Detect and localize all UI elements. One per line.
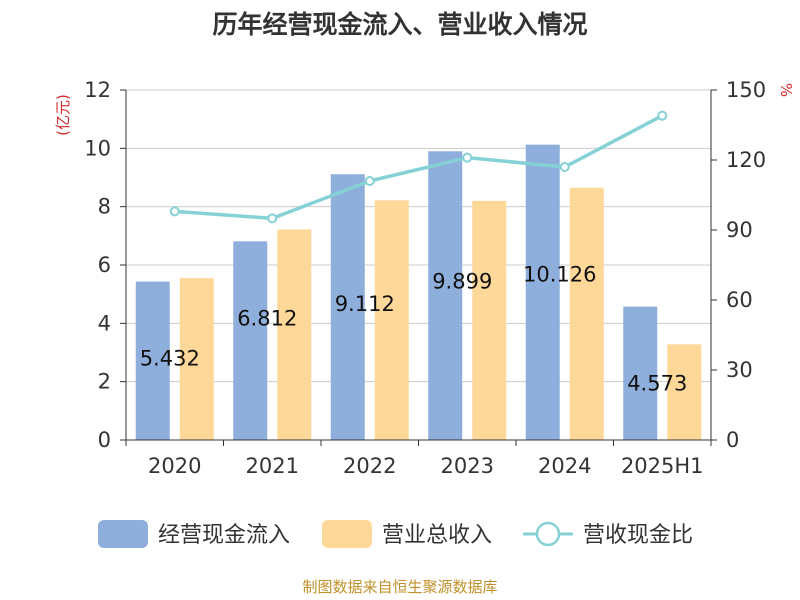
- bar-value-label-2020: 5.432: [140, 347, 200, 371]
- data-source: 制图数据来自恒生聚源数据库: [302, 578, 497, 596]
- bar-value-label-2021: 6.812: [237, 306, 297, 330]
- ratio-point-2022: [364, 176, 375, 186]
- right-tick-label: 60: [726, 288, 753, 312]
- x-tick-label-2021: 2021: [246, 454, 299, 478]
- legend-label-0: 经营现金流入: [158, 523, 290, 548]
- ratio-point-2025H1: [657, 110, 668, 121]
- bar-revenue-2020: [179, 278, 214, 440]
- left-axis-unit: (亿元): [54, 94, 72, 136]
- right-tick-label: 90: [726, 218, 753, 242]
- bar-value-label-2022: 9.112: [335, 292, 395, 316]
- ratio-line: [169, 110, 668, 224]
- x-tick-label-2024: 2024: [538, 454, 591, 478]
- bar-revenue-2025H1: [667, 344, 702, 440]
- left-tick-label: 2: [98, 370, 111, 394]
- bar-value-label-2025H1: 4.573: [627, 372, 687, 396]
- right-tick-label: 30: [726, 358, 753, 382]
- legend-marker-2: [535, 521, 561, 547]
- left-tick-label: 0: [98, 428, 111, 452]
- legend-label-1: 营业总收入: [382, 523, 492, 548]
- bar-cash-inflow-2020: [135, 281, 170, 440]
- x-tick-label-2020: 2020: [148, 454, 201, 478]
- bar-cash-inflow-2024: [525, 144, 560, 441]
- bar-revenue-2023: [472, 200, 507, 440]
- ratio-point-2024: [559, 162, 570, 172]
- ratio-line-path: [174, 114, 664, 221]
- left-tick-label: 6: [98, 253, 111, 277]
- legend: 经营现金流入 营业总收入 营收现金比: [98, 520, 693, 548]
- legend-swatch-1: [322, 520, 372, 548]
- bar-revenue-2021: [277, 229, 312, 440]
- x-tick-label-2022: 2022: [343, 454, 396, 478]
- gridlines: [126, 89, 711, 383]
- x-tick-label-2025H1: 2025H1: [621, 454, 704, 478]
- bar-value-label-2024: 10.126: [523, 263, 596, 287]
- bar-cash-inflow-2021: [233, 241, 268, 440]
- chart-title: 历年经营现金流入、营业收入情况: [212, 10, 587, 39]
- bar-cash-inflow-2022: [330, 174, 365, 440]
- x-tick-label-2023: 2023: [441, 454, 494, 478]
- bar-revenue-2022: [374, 200, 409, 440]
- ratio-point-2021: [267, 213, 278, 224]
- right-tick-label: 120: [726, 148, 766, 172]
- left-tick-label: 10: [84, 136, 111, 160]
- ratio-point-2023: [462, 152, 473, 163]
- bar-revenue-2024: [569, 187, 604, 440]
- left-tick-label: 8: [98, 195, 111, 219]
- legend-swatch-0: [98, 520, 148, 548]
- bar-cash-inflow-2025H1: [623, 306, 658, 440]
- bars: [135, 144, 702, 441]
- bar-cash-inflow-2023: [428, 151, 463, 440]
- right-tick-label: 0: [726, 428, 739, 452]
- right-tick-label: 150: [726, 78, 766, 102]
- left-tick-label: 12: [84, 78, 111, 102]
- left-tick-label: 4: [98, 311, 111, 335]
- right-axis-unit: %: [777, 83, 795, 97]
- bar-value-label-2023: 9.899: [432, 269, 492, 293]
- bar-labels: 5.432 6.812 9.112 9.899 10.126 4.573: [140, 263, 688, 396]
- legend-label-2: 营收现金比: [583, 523, 693, 548]
- ratio-point-2020: [169, 206, 180, 217]
